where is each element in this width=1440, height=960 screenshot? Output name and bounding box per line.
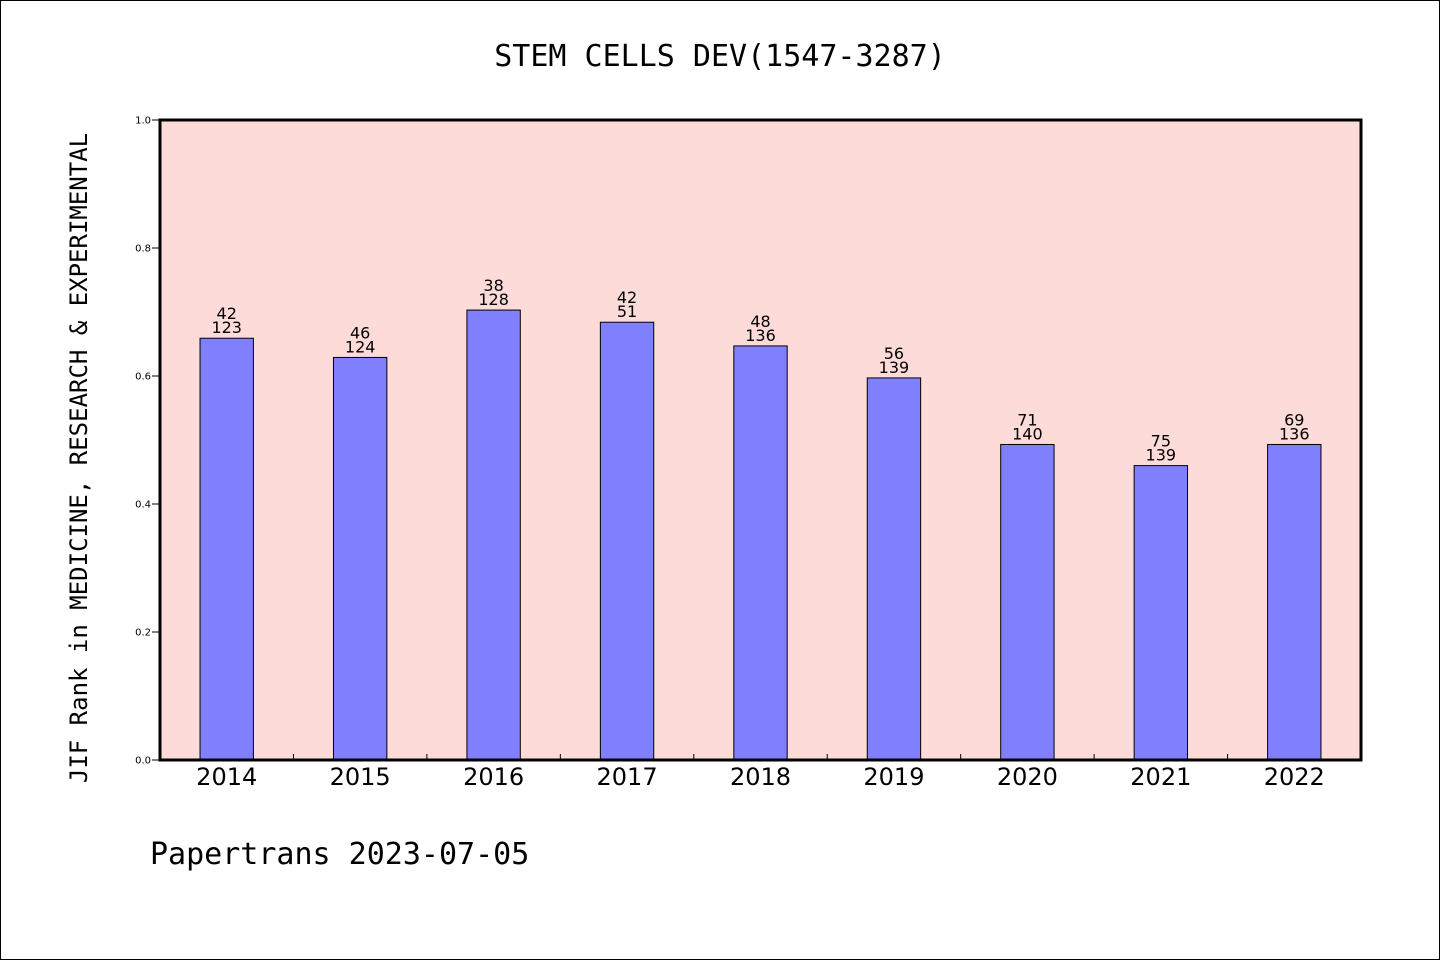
- plot-border: [158, 118, 1363, 762]
- x-tick-label: 2020: [997, 763, 1058, 791]
- bar: [599, 321, 655, 761]
- bar-rank-label: 42: [617, 288, 637, 307]
- bar: [1133, 465, 1189, 761]
- bar: [866, 377, 922, 761]
- x-axis-ticks: 2014 2015 2016 2017 2018 2019 2020 2021 2022: [196, 754, 1325, 791]
- x-tick-label: 2017: [597, 763, 658, 791]
- y-tick-label: 0.6: [135, 372, 151, 383]
- bar: [332, 356, 388, 761]
- x-tick-label: 2015: [330, 763, 391, 791]
- x-tick-label: 2014: [196, 763, 257, 791]
- bar-rank-label: 69: [1284, 410, 1304, 429]
- footer-credit: Papertrans 2023-07-05: [150, 837, 529, 872]
- bar: [1267, 443, 1322, 761]
- bar-rank-label: 71: [1017, 410, 1037, 429]
- bar-rank-label: 75: [1151, 432, 1171, 451]
- bar-rank-label: 56: [884, 344, 904, 363]
- bar: [466, 309, 521, 761]
- y-axis-ticks: 0.0 0.2 0.4 0.6 0.8 1.0: [135, 116, 160, 767]
- y-tick-label: 0.2: [135, 628, 151, 639]
- bars: [199, 309, 1322, 761]
- y-tick-label: 0.8: [135, 244, 151, 255]
- x-tick-label: 2022: [1264, 763, 1325, 791]
- bar-rank-label: 42: [217, 304, 237, 323]
- y-tick-label: 1.0: [135, 116, 151, 127]
- x-tick-label: 2019: [863, 763, 924, 791]
- bar-total-label: 136: [1279, 424, 1310, 443]
- bar-rank-label: 38: [483, 276, 503, 295]
- bar-total-label: 128: [478, 290, 509, 309]
- y-axis-label: JIF Rank in MEDICINE, RESEARCH & EXPERIM…: [65, 133, 93, 783]
- x-tick-label: 2018: [730, 763, 791, 791]
- y-tick-label: 0.4: [135, 500, 151, 511]
- x-tick-label: 2021: [1130, 763, 1191, 791]
- chart-title: STEM CELLS DEV(1547-3287): [494, 39, 946, 74]
- bar-total-label: 51: [617, 302, 637, 321]
- bar: [1000, 443, 1055, 761]
- y-tick-label: 0.0: [135, 756, 151, 767]
- bar-total-label: 139: [879, 358, 910, 377]
- bar-total-label: 124: [345, 337, 376, 356]
- bar-rank-label: 48: [750, 312, 770, 331]
- bar-rank-label: 46: [350, 323, 370, 342]
- bar-total-label: 140: [1012, 424, 1043, 443]
- bar-total-label: 136: [745, 326, 776, 345]
- bar: [199, 337, 254, 761]
- bar: [733, 345, 788, 761]
- bar-total-label: 139: [1146, 446, 1177, 465]
- bar-total-label: 123: [211, 318, 242, 337]
- x-tick-label: 2016: [463, 763, 524, 791]
